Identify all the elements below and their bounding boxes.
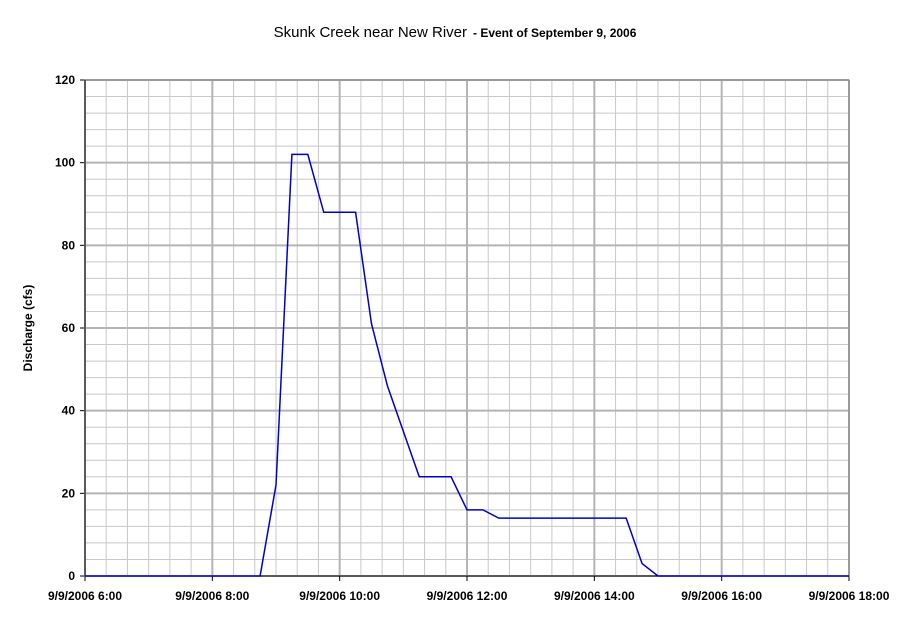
chart-title-group: Skunk Creek near New River - Event of Sep… <box>274 24 637 41</box>
x-tick-label: 9/9/2006 6:00 <box>48 589 122 603</box>
x-tick-label: 9/9/2006 16:00 <box>681 589 762 603</box>
y-tick-label: 0 <box>68 569 75 583</box>
y-tick-label: 100 <box>55 156 75 170</box>
chart-subtitle: - Event of September 9, 2006 <box>473 26 637 40</box>
chart-title: Skunk Creek near New River <box>274 24 467 41</box>
x-tick-label: 9/9/2006 12:00 <box>427 589 508 603</box>
y-tick-label: 60 <box>62 321 76 335</box>
y-tick-label: 20 <box>62 486 76 500</box>
x-tick-label: 9/9/2006 14:00 <box>554 589 635 603</box>
x-tick-label: 9/9/2006 8:00 <box>175 589 249 603</box>
y-tick-label: 120 <box>55 73 75 87</box>
y-axis-label: Discharge (cfs) <box>21 285 35 372</box>
y-tick-label: 80 <box>62 238 76 252</box>
x-tick-label: 9/9/2006 18:00 <box>809 589 890 603</box>
y-tick-label: 40 <box>62 404 76 418</box>
data-line <box>85 153 849 577</box>
x-tick-label: 9/9/2006 10:00 <box>299 589 380 603</box>
